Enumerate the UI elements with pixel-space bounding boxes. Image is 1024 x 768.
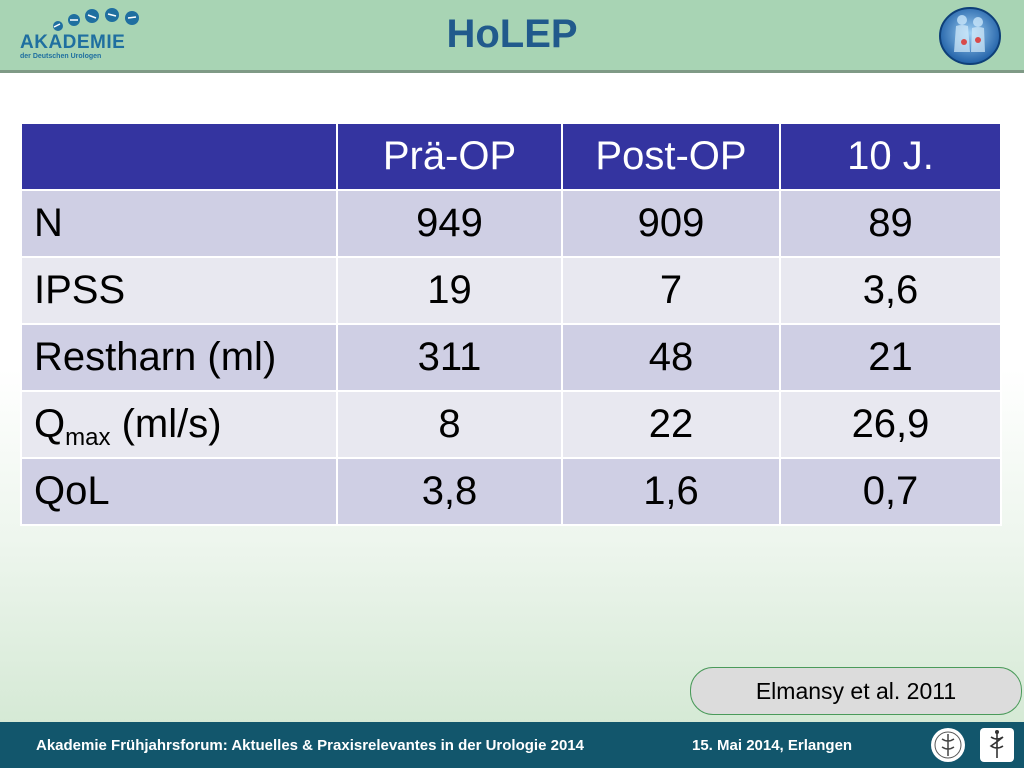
table-cell: 3,8 (336, 457, 563, 526)
table-cell: 19 (336, 256, 563, 325)
row-label-main: Q (34, 402, 66, 446)
akademie-logo-icon (53, 8, 139, 31)
table-cell: 26,9 (779, 390, 1002, 459)
table-cell: 7 (561, 256, 781, 325)
footer-event-text: Akademie Frühjahrsforum: Aktuelles & Pra… (36, 737, 584, 754)
footer-date-text: 15. Mai 2014, Erlangen (692, 737, 853, 754)
table-header-cell: Post-OP (561, 122, 781, 191)
logo-text: AKADEMIE (20, 32, 126, 53)
row-label: Restharn (ml) (20, 323, 338, 392)
caduceus-icon (980, 728, 1014, 762)
table-row: N 949 909 89 (20, 189, 1002, 258)
row-label: QoL (20, 457, 338, 526)
table-cell: 3,6 (779, 256, 1002, 325)
slide-title: HoLEP (446, 12, 578, 56)
table-row: Qmax (ml/s) 8 22 26,9 (20, 390, 1002, 459)
row-label: IPSS (20, 256, 338, 325)
table-cell: 48 (561, 323, 781, 392)
table-cell: 89 (779, 189, 1002, 258)
logo-subtitle: der Deutschen Urologen (20, 53, 102, 60)
table-cell: 1,6 (561, 457, 781, 526)
table-cell: 22 (561, 390, 781, 459)
row-label-unit: (ml/s) (110, 402, 222, 446)
table-header-cell (20, 122, 338, 191)
table-cell: 311 (336, 323, 563, 392)
slide-header: AKADEMIE der Deutschen Urologen HoLEP (0, 0, 1024, 73)
results-table: Prä-OP Post-OP 10 J. N 949 909 89 IPSS 1… (20, 122, 1002, 526)
anatomy-emblem-icon (939, 7, 1001, 65)
table-header-cell: Prä-OP (336, 122, 563, 191)
akademie-logo: AKADEMIE der Deutschen Urologen (18, 6, 139, 64)
table-header-cell: 10 J. (779, 122, 1002, 191)
table-header-row: Prä-OP Post-OP 10 J. (20, 122, 1002, 191)
table-cell: 0,7 (779, 457, 1002, 526)
table-cell: 909 (561, 189, 781, 258)
slide-footer: Akademie Frühjahrsforum: Aktuelles & Pra… (0, 722, 1024, 768)
footer-logos (931, 728, 1014, 762)
table-row: QoL 3,8 1,6 0,7 (20, 457, 1002, 526)
citation-badge: Elmansy et al. 2011 (690, 667, 1022, 715)
row-label-subscript: max (65, 424, 111, 451)
table-row: Restharn (ml) 311 48 21 (20, 323, 1002, 392)
row-label: N (20, 189, 338, 258)
table-cell: 8 (336, 390, 563, 459)
table-cell: 21 (779, 323, 1002, 392)
table-cell: 949 (336, 189, 563, 258)
row-label: Qmax (ml/s) (20, 390, 338, 459)
table-row: IPSS 19 7 3,6 (20, 256, 1002, 325)
society-seal-icon (931, 728, 965, 762)
